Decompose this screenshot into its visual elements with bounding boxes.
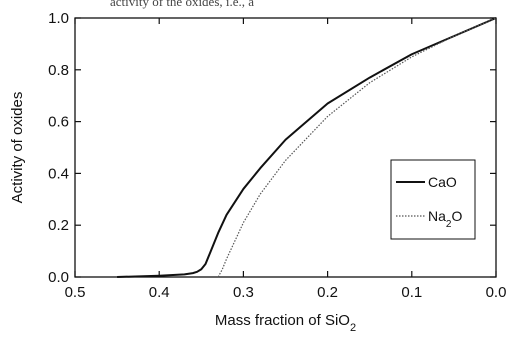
tick-labels: 0.5 0.4 0.3 0.2 0.1 0.0 0.0 0.2 0.4 0.6 0.8 1.0 <box>48 10 506 301</box>
legend-box <box>390 159 476 240</box>
legend-label-na2o: Na2O <box>428 208 462 230</box>
y-axis-title: Activity of oxides <box>9 92 26 204</box>
x-tick-label: 0.3 <box>233 284 254 301</box>
x-tick-label: 0.1 <box>401 284 422 301</box>
y-tick-label: 0.2 <box>48 217 69 234</box>
x-tick-label: 0.0 <box>486 284 507 301</box>
series-line-0 <box>117 17 497 278</box>
x-axis-title-subscript: 2 <box>350 322 356 334</box>
legend-label-cao: CaO <box>428 174 457 190</box>
legend: CaO Na2O <box>390 159 476 240</box>
legend-na2o-suffix: O <box>451 208 462 224</box>
top-caption-fragment: activity of the oxides, i.e., a <box>110 0 254 9</box>
y-tick-label: 0.0 <box>48 269 69 286</box>
y-tick-label: 1.0 <box>48 10 69 27</box>
x-tick-label: 0.4 <box>149 284 170 301</box>
x-axis-title: Mass fraction of SiO2 <box>215 312 356 334</box>
x-axis-title-main: Mass fraction of SiO <box>215 312 350 329</box>
series-line-1 <box>217 17 497 278</box>
plot-frame <box>74 17 497 278</box>
legend-na2o-base: Na <box>428 208 446 224</box>
x-tick-label: 0.2 <box>317 284 338 301</box>
series-layer <box>117 17 497 278</box>
legend-na2o-subscript: 2 <box>446 219 452 230</box>
y-tick-label: 0.6 <box>48 114 69 131</box>
y-tick-label: 0.4 <box>48 165 69 182</box>
y-tick-label: 0.8 <box>48 62 69 79</box>
x-tick-label: 0.5 <box>65 284 86 301</box>
